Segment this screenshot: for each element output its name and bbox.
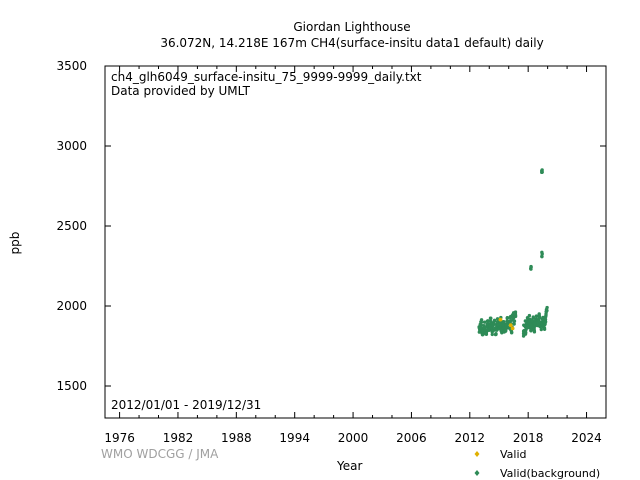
plot-frame [104,65,607,419]
background-point [540,254,544,259]
background-point [513,310,518,314]
background-point [508,315,512,320]
background-point [482,325,487,330]
background-point [488,316,493,320]
data-period: 2012/01/01 - 2019/12/31 [111,398,262,412]
y-tick-label: 2500 [56,219,87,233]
y-tick-label: 1500 [56,379,87,393]
x-tick-label: 2012 [455,431,486,445]
valid-point [510,326,515,331]
legend-marker [474,451,480,457]
x-tick-label: 2000 [338,431,369,445]
y-tick-label: 3000 [56,139,87,153]
background-point [541,315,545,320]
y-tick-label: 2000 [56,299,87,313]
data-provider: Data provided by UMLT [111,84,250,98]
background-point [531,315,535,319]
background-point [537,316,542,320]
background-point [527,313,532,318]
data-filename: ch4_glh6049_surface-insitu_75_9999-9999_… [111,70,422,84]
background-point [539,327,543,332]
background-point [490,332,494,337]
background-point [512,322,516,326]
background-point [509,331,514,335]
background-point [533,321,538,326]
axes: 1976 1982 1988 1994 2000 2006 2012 2018 2024 1500… [56,59,607,445]
background-point [482,320,487,324]
background-point [532,330,537,334]
legend-label: Valid(background) [500,467,600,480]
background-point [534,314,539,318]
background-point [537,312,541,316]
background-point [505,316,510,320]
credit-label: WMO WDCGG / JMA [101,447,219,461]
valid-point [508,323,513,328]
chart-subtitle: 36.072N, 14.218E 167m CH4(surface-insitu… [160,36,544,50]
background-point [540,170,544,174]
x-tick-label: 1994 [279,431,310,445]
data-points [477,168,549,338]
valid-point [498,317,503,322]
background-point [495,317,500,321]
background-point [545,308,549,313]
x-tick-label: 1976 [104,431,135,445]
background-point [544,313,548,317]
background-point [503,329,508,333]
legend-marker [474,470,480,476]
background-point [542,326,547,330]
x-axis-label: Year [337,459,363,473]
background-point [512,319,517,323]
background-point [493,332,498,337]
background-point [524,331,528,335]
background-point [545,305,549,310]
legend-label: Valid [500,448,527,461]
chart-title: Giordan Lighthouse [293,20,411,34]
background-point [479,320,483,324]
x-tick-label: 1982 [163,431,194,445]
x-tick-label: 1988 [221,431,252,445]
x-tick-label: 2006 [396,431,427,445]
background-point [492,320,496,324]
background-point [529,265,533,269]
y-tick-label: 3500 [56,59,87,73]
background-point [513,314,518,319]
background-point [540,250,544,255]
x-tick-label: 2018 [513,431,544,445]
legend: Valid Valid(background) [474,448,600,480]
background-point [543,320,548,324]
x-tick-label: 2024 [571,431,602,445]
background-point [543,317,548,321]
background-point [488,319,493,323]
